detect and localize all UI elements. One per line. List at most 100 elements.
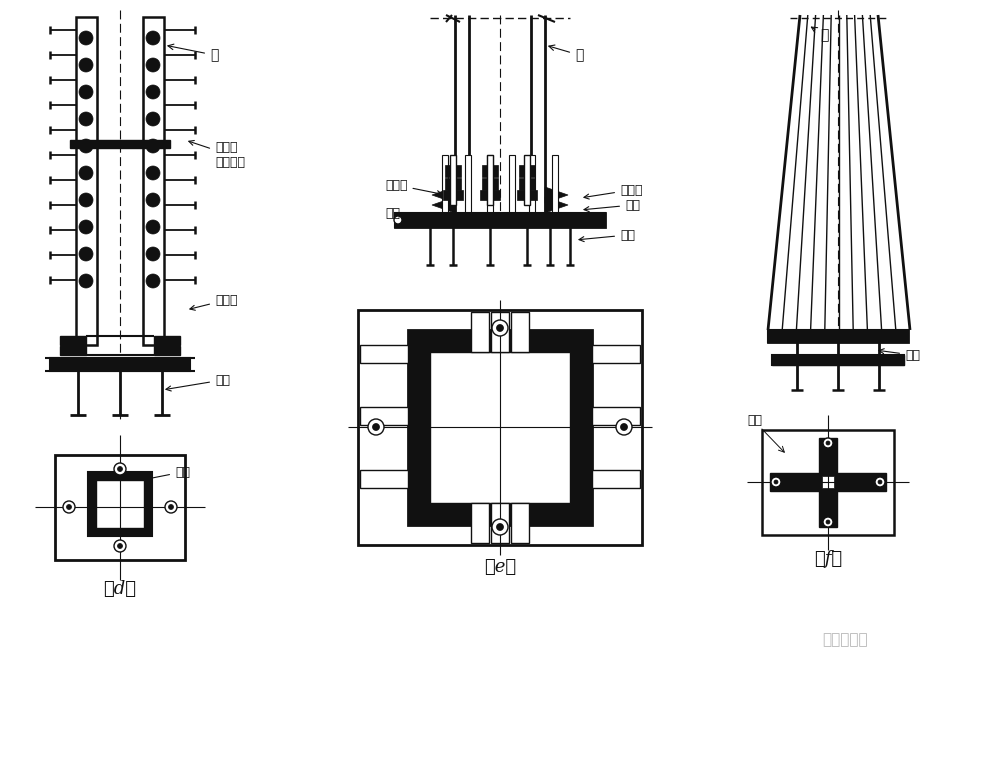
Bar [471, 503, 489, 543]
Circle shape [165, 501, 177, 513]
Polygon shape [432, 187, 455, 203]
Circle shape [118, 467, 123, 471]
Circle shape [826, 520, 830, 524]
Bar [768, 330, 908, 342]
Circle shape [368, 419, 384, 435]
Circle shape [823, 517, 833, 527]
Bar [772, 355, 904, 365]
Polygon shape [545, 197, 568, 213]
Circle shape [146, 31, 160, 45]
Bar [592, 470, 640, 488]
Text: 锚栓: 锚栓 [166, 373, 230, 391]
Circle shape [875, 477, 885, 487]
Bar [395, 213, 605, 227]
Circle shape [771, 477, 781, 487]
Bar [76, 17, 97, 345]
Circle shape [66, 504, 71, 509]
Bar [408, 330, 592, 525]
Circle shape [79, 247, 93, 261]
Circle shape [146, 274, 160, 288]
Text: 双螺母: 双螺母 [584, 184, 643, 199]
Circle shape [79, 112, 93, 126]
Circle shape [146, 193, 160, 207]
Bar [487, 155, 493, 213]
Bar [445, 165, 461, 177]
Circle shape [63, 501, 75, 513]
Bar [524, 155, 530, 205]
Bar [60, 336, 86, 345]
Text: 双螺母: 双螺母 [190, 294, 237, 311]
Bar [592, 345, 640, 363]
Bar [487, 155, 493, 205]
Bar [772, 355, 904, 365]
Circle shape [79, 274, 93, 288]
Bar [50, 358, 190, 371]
Bar [770, 473, 886, 491]
Circle shape [492, 519, 508, 535]
Bar [552, 155, 558, 213]
Bar [96, 480, 144, 528]
Circle shape [394, 216, 402, 224]
Polygon shape [432, 197, 455, 213]
Circle shape [79, 220, 93, 234]
Bar [509, 155, 515, 213]
Bar [154, 336, 180, 345]
Bar [360, 345, 408, 363]
Bar [154, 346, 180, 355]
Circle shape [79, 58, 93, 72]
Text: （d）: （d） [104, 580, 136, 598]
Circle shape [79, 31, 93, 45]
Text: 柱: 柱 [549, 45, 584, 62]
Bar [762, 430, 894, 535]
Bar [819, 438, 837, 527]
Circle shape [146, 247, 160, 261]
Text: （f）: （f） [814, 550, 842, 568]
Text: 底板: 底板 [747, 414, 762, 427]
Circle shape [774, 480, 778, 484]
Bar [517, 190, 537, 200]
Bar [430, 352, 570, 503]
Text: 底板: 底板 [385, 207, 400, 220]
Bar [445, 178, 461, 190]
Bar [70, 140, 170, 148]
Bar [360, 407, 408, 425]
Circle shape [79, 85, 93, 99]
Circle shape [146, 85, 160, 99]
Circle shape [823, 438, 833, 448]
Text: 圆柱头
（栓钉）: 圆柱头 （栓钉） [189, 141, 245, 169]
Bar [822, 476, 834, 488]
Text: 锚栓: 锚栓 [579, 229, 635, 242]
Circle shape [496, 324, 503, 331]
Circle shape [878, 480, 882, 484]
Bar [443, 190, 463, 200]
Bar [55, 455, 185, 560]
Text: 柱: 柱 [168, 44, 219, 62]
Circle shape [79, 139, 93, 153]
Bar [360, 470, 408, 488]
Bar [450, 155, 456, 205]
Text: 底板: 底板 [146, 465, 190, 480]
Bar [480, 190, 500, 200]
Circle shape [146, 139, 160, 153]
Bar [768, 330, 908, 342]
Bar [592, 407, 640, 425]
Circle shape [826, 441, 830, 445]
Circle shape [146, 220, 160, 234]
Circle shape [146, 166, 160, 180]
Circle shape [492, 320, 508, 336]
Circle shape [79, 166, 93, 180]
Text: （e）: （e） [484, 558, 516, 576]
Circle shape [146, 112, 160, 126]
Bar [529, 155, 535, 213]
Bar [511, 312, 529, 352]
Bar [482, 178, 498, 190]
Circle shape [79, 193, 93, 207]
Bar [395, 213, 605, 227]
Bar [519, 178, 535, 190]
Bar [491, 312, 509, 352]
Text: 垫板: 垫板 [584, 198, 640, 212]
Bar [442, 155, 448, 213]
Circle shape [620, 424, 627, 431]
Text: 加劲肋: 加劲肋 [385, 178, 442, 196]
Bar [143, 17, 164, 345]
